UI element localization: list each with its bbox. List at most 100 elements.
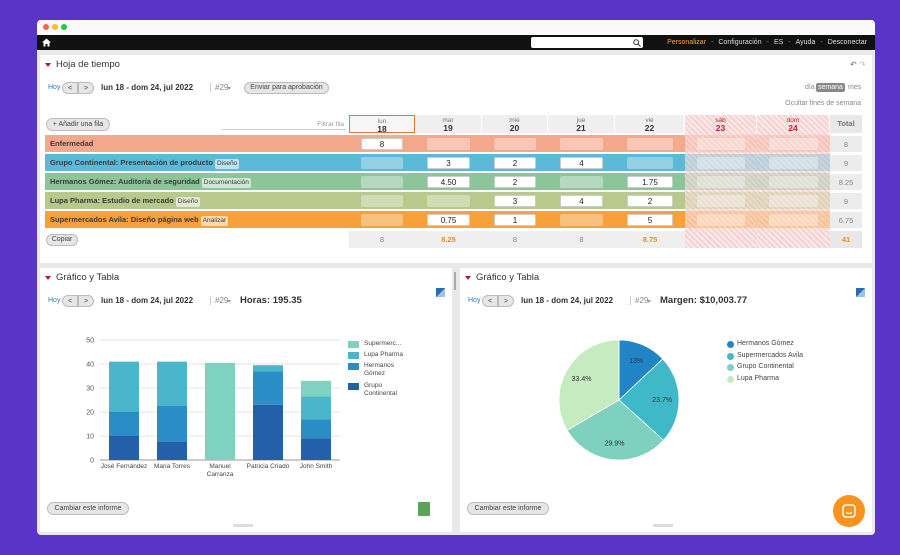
hours-input[interactable] bbox=[769, 214, 818, 226]
view-option[interactable]: semana bbox=[816, 83, 845, 92]
hours-input[interactable] bbox=[769, 195, 818, 207]
nav-separator: - bbox=[788, 39, 791, 46]
close-dot[interactable] bbox=[43, 24, 49, 30]
today-link[interactable]: Hoy bbox=[48, 297, 61, 304]
submit-button[interactable]: Enviar para aprobación bbox=[244, 82, 329, 94]
search-icon[interactable] bbox=[633, 39, 641, 47]
hours-input[interactable]: 5 bbox=[627, 214, 673, 226]
week-dropdown[interactable] bbox=[227, 300, 231, 303]
weekend-column bbox=[685, 115, 757, 248]
hours-input[interactable]: 1.75 bbox=[627, 176, 673, 188]
hours-input[interactable] bbox=[361, 195, 403, 207]
export-icon[interactable] bbox=[856, 288, 865, 297]
nav-separator: - bbox=[766, 39, 769, 46]
hours-input[interactable] bbox=[427, 195, 470, 207]
hours-input[interactable]: 8 bbox=[361, 138, 403, 150]
week-dropdown[interactable] bbox=[647, 300, 651, 303]
legend-swatch bbox=[727, 341, 734, 348]
hours-input[interactable] bbox=[769, 176, 818, 188]
hours-input[interactable]: 4.50 bbox=[427, 176, 470, 188]
nav-link[interactable]: Desconectar bbox=[827, 39, 867, 46]
week-dropdown[interactable] bbox=[227, 87, 231, 90]
collapse-arrow[interactable] bbox=[45, 63, 51, 67]
hours-input[interactable]: 2 bbox=[494, 157, 536, 169]
slice-label: 13% bbox=[629, 358, 643, 365]
next-button[interactable]: > bbox=[498, 295, 514, 307]
hours-input[interactable]: 3 bbox=[427, 157, 470, 169]
project-name: Supermercados Avila: Diseño página web bbox=[50, 215, 199, 224]
today-link[interactable]: Hoy bbox=[468, 297, 481, 304]
nav-link[interactable]: ES bbox=[773, 39, 784, 46]
hours-input[interactable] bbox=[361, 157, 403, 169]
hours-input[interactable] bbox=[697, 157, 745, 169]
row-band-weekend bbox=[685, 154, 830, 171]
add-row-button[interactable]: + Añadir una fila bbox=[46, 118, 110, 131]
copy-button[interactable]: Copiar bbox=[46, 234, 78, 246]
legend-label[interactable]: Hermanos Gómez bbox=[364, 362, 394, 377]
legend-label[interactable]: Supermercados Avila bbox=[737, 351, 804, 359]
grand-total: 41 bbox=[830, 231, 862, 248]
csv-icon[interactable] bbox=[418, 502, 430, 516]
day-name: mié bbox=[509, 117, 520, 124]
hours-input[interactable] bbox=[697, 214, 745, 226]
prev-button[interactable]: < bbox=[482, 295, 498, 307]
legend-swatch bbox=[348, 341, 359, 348]
hours-input[interactable] bbox=[769, 138, 818, 150]
chat-button[interactable] bbox=[833, 495, 865, 527]
min-dot[interactable] bbox=[52, 24, 58, 30]
hours-input[interactable]: 2 bbox=[494, 176, 536, 188]
legend-label[interactable]: Grupo Continental bbox=[364, 382, 397, 397]
legend-label[interactable]: Lupa Pharma bbox=[364, 351, 404, 358]
hours-input[interactable] bbox=[560, 176, 603, 188]
hours-input[interactable] bbox=[494, 138, 536, 150]
prev-button[interactable]: < bbox=[62, 295, 78, 307]
search-box[interactable] bbox=[531, 37, 643, 48]
hours-input[interactable] bbox=[361, 214, 403, 226]
hours-input[interactable] bbox=[697, 138, 745, 150]
hours-input[interactable]: 4 bbox=[560, 157, 603, 169]
hours-input[interactable] bbox=[427, 138, 470, 150]
view-option[interactable]: mes bbox=[848, 84, 862, 91]
hours-input[interactable] bbox=[697, 195, 745, 207]
collapse-arrow[interactable] bbox=[465, 276, 471, 280]
collapse-arrow[interactable] bbox=[45, 276, 51, 280]
hours-input[interactable] bbox=[560, 138, 603, 150]
export-icon[interactable] bbox=[436, 288, 445, 297]
filter-input[interactable]: Filtrar fila bbox=[222, 119, 346, 130]
hours-input[interactable] bbox=[361, 176, 403, 188]
hours-input[interactable] bbox=[560, 214, 603, 226]
view-option[interactable]: día bbox=[805, 84, 815, 91]
row-total: 9 bbox=[830, 192, 862, 209]
hours-input[interactable]: 1 bbox=[494, 214, 536, 226]
change-report-button[interactable]: Cambiar este informe bbox=[467, 502, 549, 515]
legend-label[interactable]: Hermanos Gómez bbox=[737, 340, 794, 347]
row-total: 8.25 bbox=[830, 173, 862, 190]
day-name: dom bbox=[786, 117, 800, 124]
hours-input[interactable]: 2 bbox=[627, 195, 673, 207]
splitter[interactable] bbox=[454, 272, 456, 290]
next-button[interactable]: > bbox=[78, 82, 94, 94]
legend-label[interactable]: Lupa Pharma bbox=[737, 374, 780, 382]
bar-segment bbox=[157, 361, 187, 406]
legend-label[interactable]: Supermerc... bbox=[364, 340, 402, 347]
next-button[interactable]: > bbox=[78, 295, 94, 307]
hours-input[interactable]: 0.75 bbox=[427, 214, 470, 226]
hours-input[interactable] bbox=[697, 176, 745, 188]
hours-input[interactable]: 4 bbox=[560, 195, 603, 207]
undo-icons[interactable]: ↶ ↷ bbox=[850, 60, 866, 69]
hours-input[interactable] bbox=[627, 138, 673, 150]
hide-weekends[interactable]: Ocultar fines de semana bbox=[785, 100, 861, 107]
today-link[interactable]: Hoy bbox=[48, 84, 61, 91]
max-dot[interactable] bbox=[61, 24, 67, 30]
change-report-button[interactable]: Cambiar este informe bbox=[47, 502, 129, 515]
hours-input[interactable]: 3 bbox=[494, 195, 536, 207]
nav-link[interactable]: Configuración bbox=[718, 39, 762, 46]
hours-input[interactable] bbox=[769, 157, 818, 169]
hours-input[interactable] bbox=[627, 157, 673, 169]
nav-link[interactable]: Ayuda bbox=[795, 39, 816, 46]
home-icon[interactable] bbox=[42, 38, 51, 47]
day-total: 8 bbox=[482, 231, 548, 248]
prev-button[interactable]: < bbox=[62, 82, 78, 94]
nav-link[interactable]: Personalizar bbox=[667, 39, 707, 46]
legend-label[interactable]: Grupo Continental bbox=[737, 363, 794, 370]
